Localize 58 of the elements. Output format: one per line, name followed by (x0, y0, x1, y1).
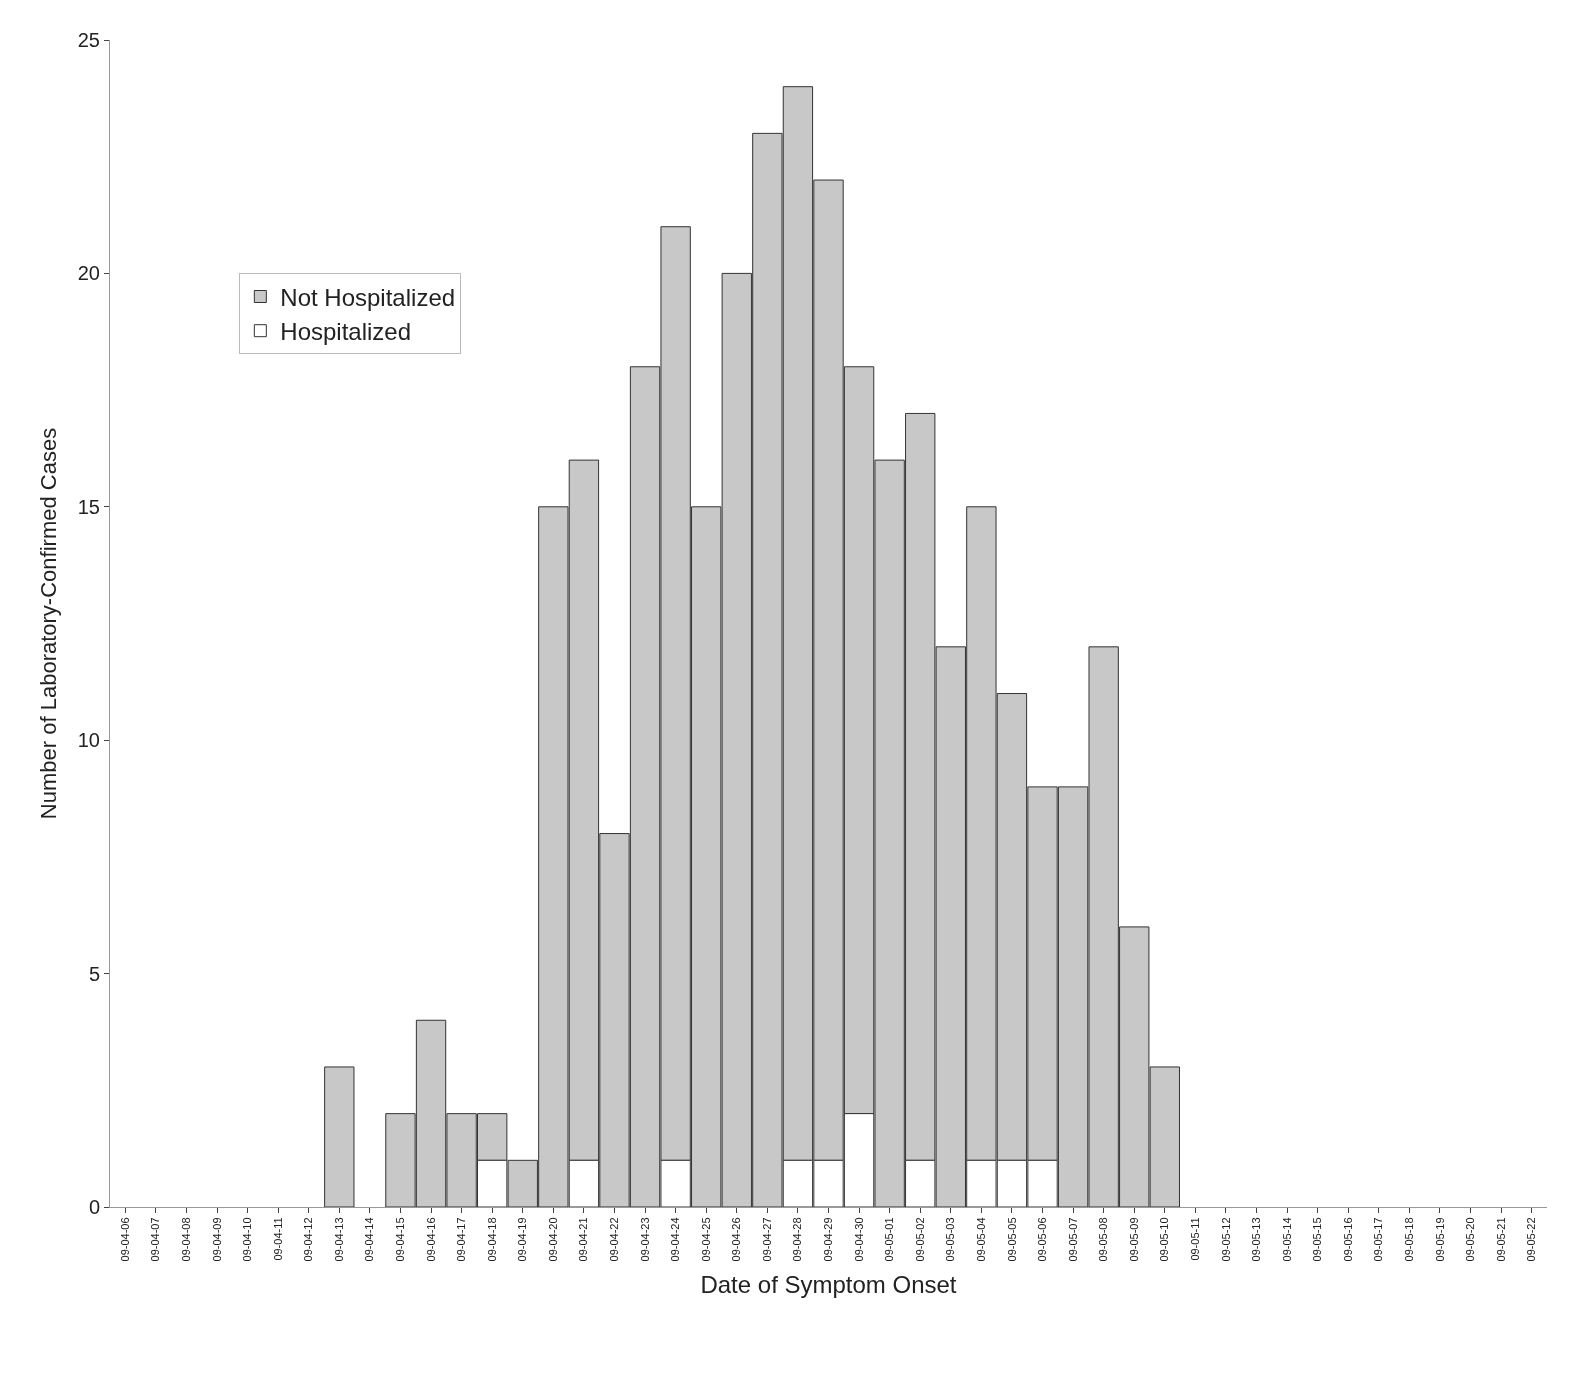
x-tick-label: 09-04-29 (822, 1217, 835, 1262)
bar (324, 1066, 355, 1207)
x-tick-label: 09-04-17 (455, 1217, 468, 1262)
legend-label: Not Hospitalized (280, 283, 456, 311)
x-tick-label: 09-04-28 (791, 1217, 804, 1262)
x-tick-label: 09-04-09 (210, 1217, 223, 1262)
x-tick-label: 09-05-06 (1036, 1217, 1049, 1262)
x-tick-label: 09-04-11 (271, 1217, 284, 1261)
x-tick-label: 09-05-16 (1341, 1217, 1354, 1262)
x-tick-label: 09-04-30 (852, 1217, 865, 1262)
x-tick-label: 09-04-21 (577, 1217, 590, 1262)
x-tick-label: 09-04-07 (149, 1217, 162, 1262)
legend-label: Hospitalized (280, 318, 412, 346)
x-tick-label: 09-05-21 (1494, 1217, 1507, 1262)
x-tick-label: 09-05-17 (1372, 1217, 1385, 1262)
x-tick-label: 09-05-05 (1005, 1217, 1018, 1262)
x-tick-label: 09-04-26 (730, 1217, 743, 1262)
x-tick-label: 09-04-16 (424, 1217, 437, 1262)
x-tick-label: 09-05-07 (1066, 1217, 1079, 1262)
x-tick-label: 09-05-18 (1402, 1217, 1415, 1262)
x-tick-label: 09-05-02 (913, 1217, 926, 1262)
x-tick-label: 09-04-13 (332, 1217, 345, 1262)
x-axis-title: Date of Symptom Onset (700, 1270, 957, 1298)
x-tick-label: 09-05-08 (1097, 1217, 1110, 1262)
x-tick-label: 09-05-19 (1433, 1217, 1446, 1262)
y-tick-label: 5 (88, 962, 100, 985)
y-tick-label: 15 (77, 495, 100, 518)
x-tick-label: 09-04-10 (241, 1217, 254, 1262)
x-tick-label: 09-04-08 (180, 1217, 193, 1262)
x-tick-label: 09-05-11 (1188, 1217, 1201, 1261)
x-tick-label: 09-05-14 (1280, 1217, 1293, 1262)
x-tick-label: 09-04-23 (638, 1217, 651, 1262)
x-tick-label: 09-04-18 (485, 1217, 498, 1262)
y-axis-title: Number of Laboratory-Confirmed Cases (35, 427, 61, 820)
x-tick-label: 09-04-14 (363, 1217, 376, 1262)
x-tick-label: 09-04-19 (516, 1217, 529, 1262)
x-tick-label: 09-04-25 (699, 1217, 712, 1262)
x-tick-label: 09-04-12 (302, 1217, 315, 1262)
y-tick-label: 20 (77, 262, 100, 285)
x-tick-label: 09-04-27 (760, 1217, 773, 1262)
x-tick-label: 09-05-03 (944, 1217, 957, 1262)
x-tick-label: 09-05-13 (1250, 1217, 1263, 1262)
x-tick-label: 09-05-01 (883, 1217, 896, 1262)
y-tick-label: 25 (77, 29, 100, 51)
x-tick-label: 09-05-20 (1464, 1217, 1477, 1262)
y-tick-label: 0 (88, 1196, 100, 1218)
x-tick-label: 09-04-20 (546, 1217, 559, 1262)
x-tick-label: 09-04-24 (669, 1217, 682, 1262)
x-tick-label: 09-04-15 (394, 1217, 407, 1262)
x-tick-label: 09-05-10 (1158, 1217, 1171, 1262)
x-tick-label: 09-05-12 (1219, 1217, 1232, 1262)
x-tick-label: 09-05-09 (1127, 1217, 1140, 1262)
x-tick-label: 09-05-04 (974, 1217, 987, 1262)
x-tick-label: 09-04-22 (608, 1217, 621, 1262)
x-tick-label: 09-05-22 (1525, 1217, 1538, 1262)
y-tick-label: 10 (77, 729, 100, 752)
x-tick-label: 09-05-15 (1311, 1217, 1324, 1262)
x-tick-label: 09-04-06 (118, 1217, 131, 1262)
